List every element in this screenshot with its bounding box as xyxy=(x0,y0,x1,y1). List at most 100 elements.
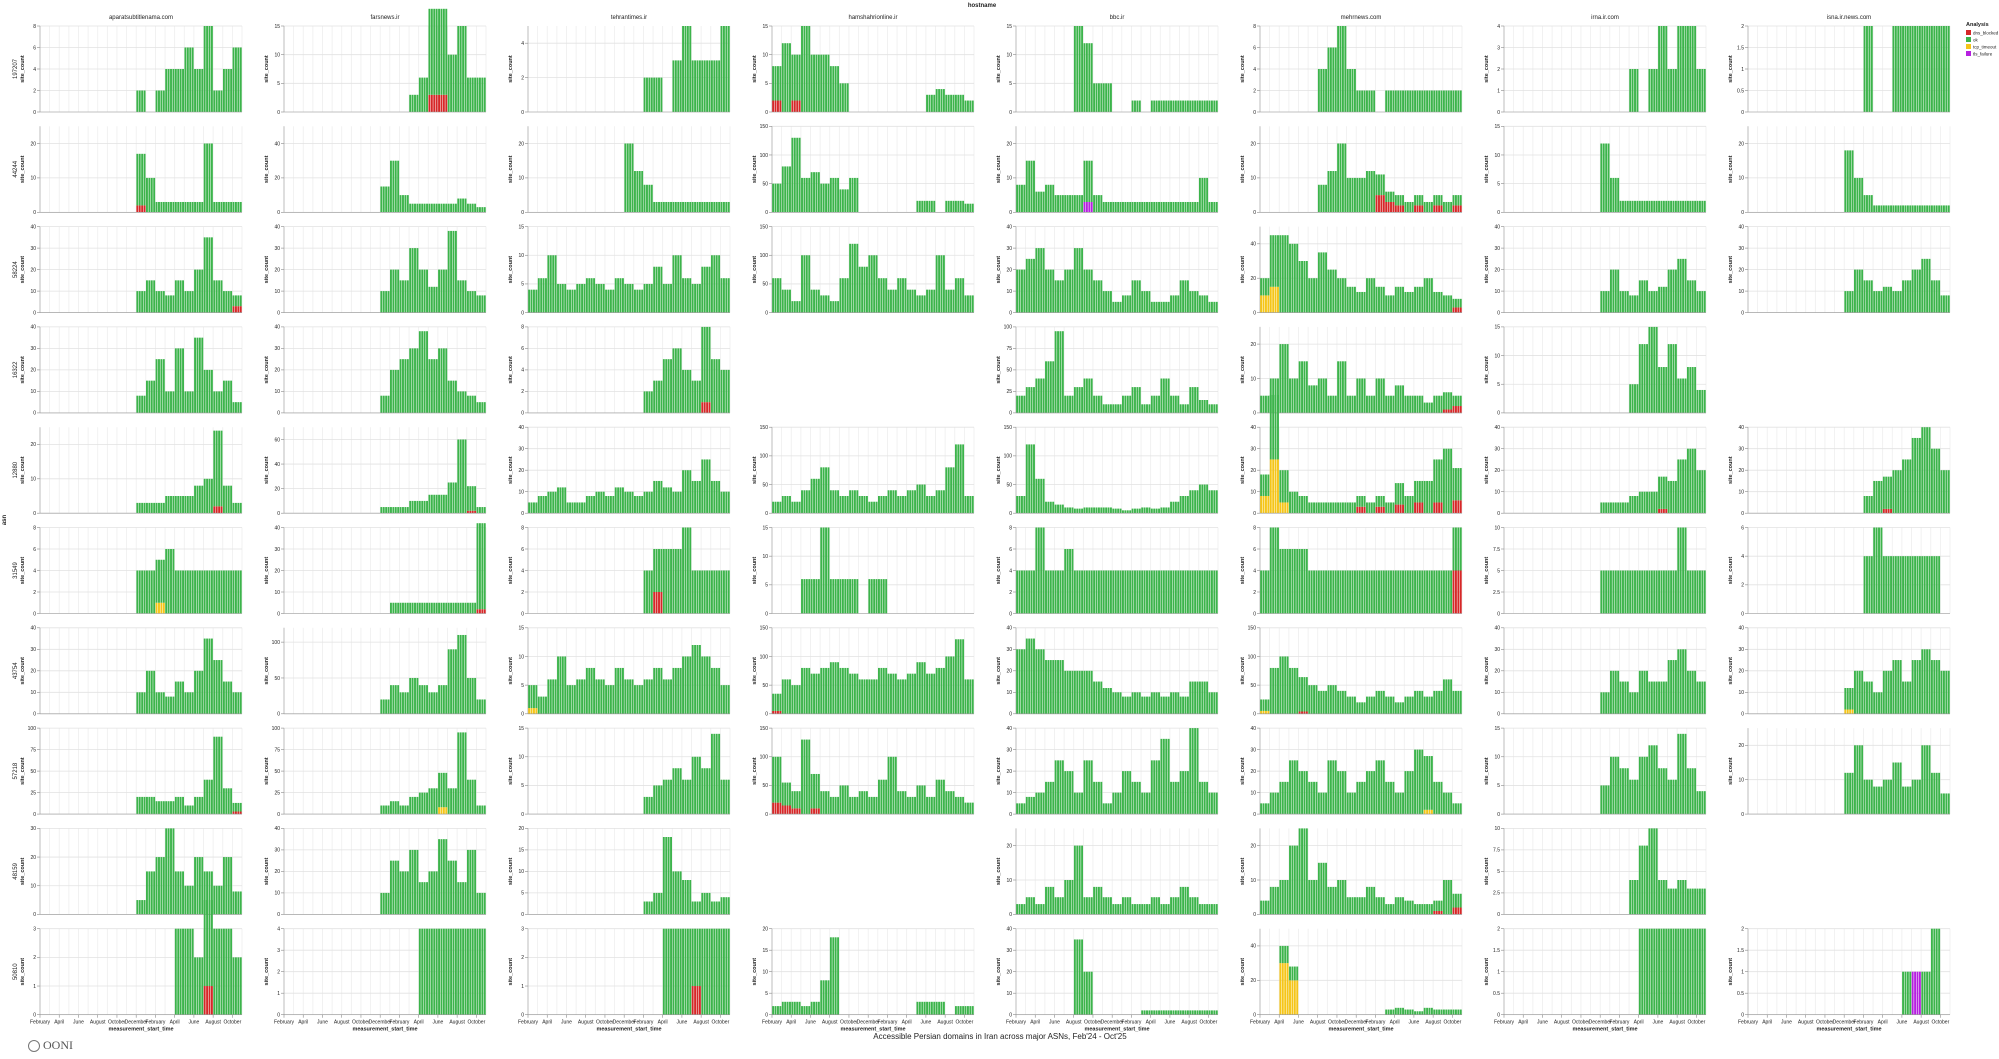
bar-ok xyxy=(1076,195,1079,213)
bar-ok xyxy=(1430,480,1433,514)
y-tick-label: 15 xyxy=(518,626,524,632)
bar-ok xyxy=(590,278,593,313)
bar-b xyxy=(1279,502,1282,514)
bar-ok xyxy=(1885,476,1888,509)
bar-ok xyxy=(1366,278,1368,313)
y-tick-label: 0 xyxy=(521,712,524,718)
y-tick-label: 7.5 xyxy=(1493,547,1500,553)
bar-ok xyxy=(1093,570,1096,614)
row-label: 44244 xyxy=(13,160,19,177)
bar-ok xyxy=(1071,670,1074,714)
bar-ok xyxy=(1064,195,1067,213)
bar-ok xyxy=(414,602,416,614)
bar-ok xyxy=(715,201,718,213)
bar-ok xyxy=(1016,395,1019,413)
bar-ok xyxy=(203,570,206,614)
bar-ok xyxy=(1696,389,1699,413)
bar-b xyxy=(533,708,535,714)
bar-ok xyxy=(1911,269,1914,313)
bar-ok xyxy=(607,496,610,514)
bar-ok xyxy=(141,502,144,514)
bar-ok xyxy=(1914,437,1917,514)
bar-a xyxy=(1887,508,1890,514)
bar-ok xyxy=(930,200,933,213)
bar-ok xyxy=(1387,502,1390,514)
bar-ok xyxy=(218,660,221,714)
bar-ok xyxy=(653,549,656,592)
bar-ok xyxy=(559,283,562,313)
bar-ok xyxy=(660,480,663,514)
bar-ok xyxy=(1380,174,1383,196)
bar-ok xyxy=(1916,437,1919,514)
bar-ok xyxy=(406,280,409,313)
bar-ok xyxy=(1421,395,1424,413)
bar-ok xyxy=(402,359,404,413)
bar-ok xyxy=(875,501,878,514)
bar-ok xyxy=(452,230,455,313)
bar-ok xyxy=(433,286,436,313)
bar-ok xyxy=(1349,502,1352,514)
bar-ok xyxy=(1414,286,1417,313)
bar-ok xyxy=(1873,205,1876,213)
bar-ok xyxy=(1064,507,1067,514)
bar-ok xyxy=(1153,570,1156,614)
bar-ok xyxy=(1206,484,1209,514)
bar-ok xyxy=(478,207,481,213)
bar-ok xyxy=(650,391,653,413)
bar-ok xyxy=(397,160,400,213)
bar-ok xyxy=(1641,570,1644,614)
bar-ok xyxy=(1406,395,1409,413)
bar-ok xyxy=(1213,570,1216,614)
bar-ok xyxy=(1025,160,1028,213)
y-tick-label: 10 xyxy=(1738,490,1744,496)
bar-ok xyxy=(464,439,467,514)
bar-ok xyxy=(1918,26,1921,112)
bar-ok xyxy=(882,496,885,514)
bar-ok xyxy=(150,570,153,614)
bar-ok xyxy=(457,391,460,413)
bar-ok xyxy=(1868,280,1871,313)
bar-ok xyxy=(481,523,484,610)
bar-ok xyxy=(706,201,709,213)
bar-ok xyxy=(1203,484,1206,514)
bar-ok xyxy=(1339,143,1342,213)
bar-ok xyxy=(686,656,689,714)
bar-ok xyxy=(851,673,854,714)
bar-ok xyxy=(1179,570,1182,614)
bar-ok xyxy=(1301,361,1303,413)
bar-ok xyxy=(923,200,926,213)
bar-ok xyxy=(1631,295,1634,313)
y-tick-label: 2 xyxy=(1497,67,1500,73)
bar-ok xyxy=(703,459,706,514)
bar-ok xyxy=(784,679,787,714)
bar-ok xyxy=(1117,508,1120,514)
bar-ok xyxy=(1353,395,1356,413)
column-facet-title: hostname xyxy=(968,3,997,9)
y-tick-label: 6 xyxy=(521,346,524,352)
bar-ok xyxy=(430,359,433,413)
bar-ok xyxy=(1674,200,1677,213)
bar-ok xyxy=(390,269,392,313)
bar-ok xyxy=(1184,100,1187,112)
bar-ok xyxy=(457,198,460,213)
bar-ok xyxy=(672,255,675,313)
bar-ok xyxy=(1701,389,1704,413)
bar-ok xyxy=(1097,395,1100,413)
bar-ok xyxy=(213,391,216,413)
bar-ok xyxy=(146,380,148,413)
bar-ok xyxy=(588,496,591,514)
bar-ok xyxy=(1289,549,1291,614)
bar-ok xyxy=(1170,501,1173,514)
bar-ok xyxy=(1310,502,1313,514)
y-tick-label: 20 xyxy=(1250,468,1256,474)
bar-ok xyxy=(421,602,424,614)
bar-ok xyxy=(418,331,421,413)
bar-ok xyxy=(426,269,428,313)
bar-ok xyxy=(201,269,204,313)
bar-ok xyxy=(554,491,557,514)
bar-ok xyxy=(1215,490,1218,514)
bar-ok xyxy=(638,496,641,514)
bar-ok xyxy=(1124,201,1127,213)
bar-ok xyxy=(390,369,392,413)
